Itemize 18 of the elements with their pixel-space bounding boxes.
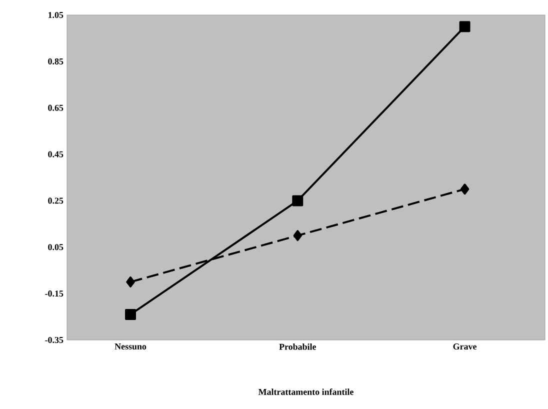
x-axis-title: Maltrattamento infantile [258,388,354,395]
x-tick-label: Nessuno [114,344,146,350]
point [293,230,302,242]
y-tick-label: 1.05 [48,12,64,18]
x-tick-label: Probabile [279,344,316,350]
y-tick-label: 0.85 [48,58,64,64]
point [126,276,135,288]
point [460,184,470,195]
point [125,308,136,320]
point [459,21,470,32]
point [292,195,304,206]
y-tick-label: 0.25 [48,198,64,204]
y-tick-label: 0.65 [48,104,64,111]
y-tick-label: -0.35 [45,336,64,344]
y-tick-label: 0.45 [48,151,64,158]
y-tick-label: -0.15 [45,290,64,297]
x-tick-label: Grave [453,344,477,350]
y-tick-label: 0.05 [48,244,64,250]
